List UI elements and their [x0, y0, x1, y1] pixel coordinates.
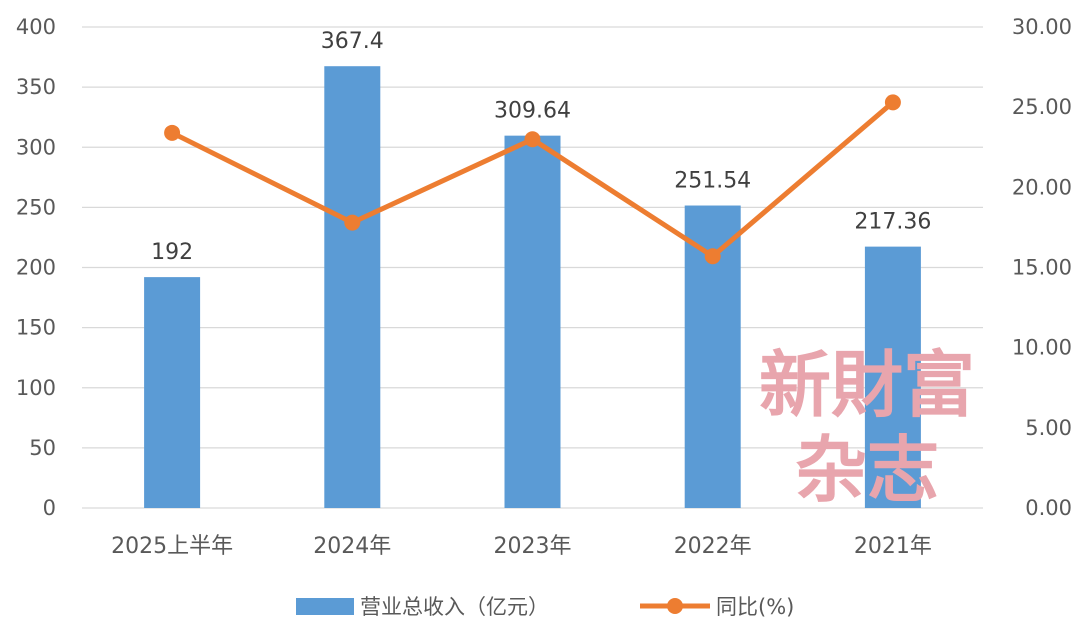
bar-data-label: 309.64 [494, 99, 571, 124]
line-point [344, 214, 361, 231]
watermark-line1: 新財富 [759, 342, 975, 427]
right-tick-label: 25.00 [1012, 95, 1072, 119]
bar [324, 66, 381, 508]
legend-swatch-marker [667, 598, 683, 614]
left-tick-label: 150 [16, 316, 56, 340]
right-tick-label: 30.00 [1012, 15, 1072, 39]
left-tick-label: 100 [16, 376, 56, 400]
left-tick-label: 250 [16, 195, 56, 219]
legend-label-bar: 营业总收入（亿元） [360, 595, 549, 619]
bar-data-label: 367.4 [321, 29, 384, 54]
left-tick-label: 50 [29, 436, 56, 460]
bar-data-label: 217.36 [854, 210, 931, 235]
watermark: 新財富 杂志 [759, 342, 975, 512]
right-tick-label: 5.00 [1025, 416, 1072, 440]
right-tick-label: 15.00 [1012, 256, 1072, 280]
right-tick-label: 10.00 [1012, 336, 1072, 360]
legend-swatch-bar [296, 598, 354, 615]
x-tick-label: 2021年 [854, 534, 932, 559]
line-point [884, 94, 901, 111]
left-tick-label: 300 [16, 135, 56, 159]
bar-data-labels: 192 367.4 309.64 251.54 217.36 [151, 29, 931, 265]
x-tick-label: 2025上半年 [111, 534, 233, 559]
bar-data-label: 251.54 [674, 169, 751, 194]
right-tick-label: 0.00 [1025, 496, 1072, 520]
x-axis: 2025上半年 2024年 2023年 2022年 2021年 [111, 534, 932, 559]
left-axis: 0 50 100 150 200 250 300 350 400 [16, 15, 56, 520]
bar-data-label: 192 [151, 240, 193, 265]
x-tick-label: 2024年 [313, 534, 391, 559]
watermark-line2: 杂志 [795, 427, 939, 512]
legend-label-line: 同比(%) [716, 595, 794, 619]
x-tick-label: 2023年 [494, 534, 572, 559]
line-point [164, 124, 181, 141]
left-tick-label: 350 [16, 75, 56, 99]
bar [504, 135, 561, 508]
left-tick-label: 0 [43, 496, 56, 520]
left-tick-label: 200 [16, 256, 56, 280]
bar [864, 246, 921, 508]
legend: 营业总收入（亿元） 同比(%) [296, 595, 794, 619]
line-point [704, 248, 721, 265]
right-axis: 0.00 5.00 10.00 15.00 20.00 25.00 30.00 [1012, 15, 1072, 520]
left-tick-label: 400 [16, 15, 56, 39]
bar-series [144, 66, 921, 509]
right-tick-label: 20.00 [1012, 175, 1072, 199]
line-point [524, 131, 541, 148]
line-series [164, 94, 901, 265]
x-tick-label: 2022年 [674, 534, 752, 559]
bar [144, 277, 201, 508]
